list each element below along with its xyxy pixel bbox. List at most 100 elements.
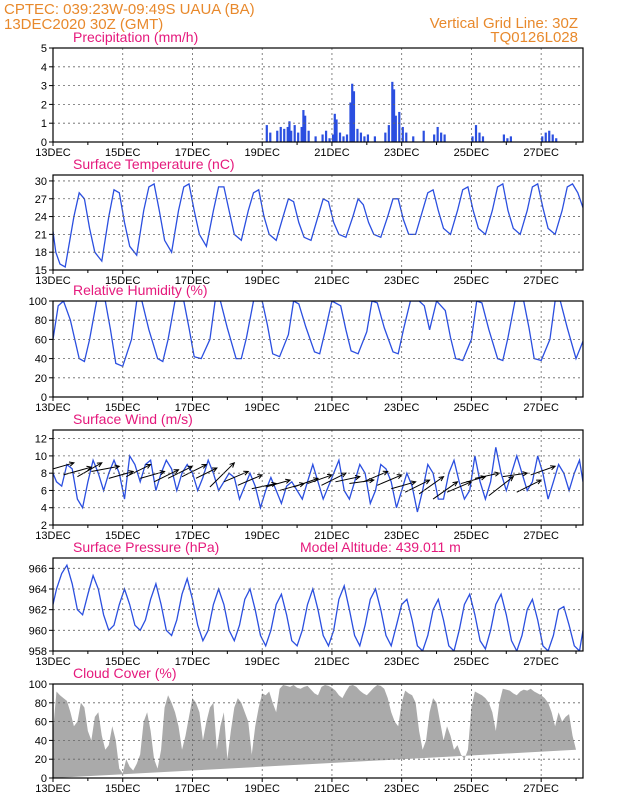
precip-bar <box>328 138 331 142</box>
y-tick-label: 958 <box>29 646 47 658</box>
y-tick-label: 6 <box>41 485 47 497</box>
precip-bar <box>286 126 289 142</box>
wind-vector <box>153 469 179 483</box>
precip-bar <box>363 136 366 142</box>
y-tick-label: 966 <box>29 563 47 575</box>
x-tick-label: 17DEC <box>175 656 211 668</box>
y-tick-label: 40 <box>35 354 47 366</box>
precip-bar <box>300 126 303 142</box>
x-tick-label: 15DEC <box>105 656 141 668</box>
precip-bar <box>544 132 547 142</box>
panel-1: Surface Temperature (nC) 15 18 21 24 27 30 13DE… <box>35 156 584 287</box>
y-tick-label: 2 <box>41 99 47 111</box>
precip-bar <box>394 115 397 142</box>
panel-title: Cloud Cover (%) <box>73 665 176 681</box>
x-tick-label: 25DEC <box>454 783 490 795</box>
precip-bar <box>506 138 509 142</box>
y-tick-label: 964 <box>29 584 47 596</box>
x-tick-label: 13DEC <box>35 656 71 668</box>
panel-data <box>265 81 558 142</box>
precip-bar <box>304 115 307 142</box>
y-tick-label: 80 <box>35 698 47 710</box>
y-tick-label: 100 <box>29 296 47 308</box>
y-tick-label: 0 <box>41 392 47 404</box>
panel-frame <box>52 47 584 143</box>
x-tick-label: 19DEC <box>244 147 280 159</box>
precip-bar <box>412 136 415 142</box>
wind-arrowhead <box>229 462 236 468</box>
wind-vector <box>237 474 263 486</box>
y-tick-label: 1 <box>41 118 47 130</box>
wind-vector <box>181 464 207 478</box>
precip-bar <box>352 91 356 142</box>
panel-5: Cloud Cover (%) 0 20 40 60 80 100 13DEC 15DEC 17D… <box>29 665 584 795</box>
x-tick-label: 27DEC <box>523 275 559 287</box>
x-tick-label: 17DEC <box>175 147 211 159</box>
wind-arrowhead <box>424 479 431 485</box>
y-tick-label: 18 <box>35 247 47 259</box>
wind-vector <box>307 474 333 485</box>
precip-bar <box>324 130 328 142</box>
precip-bar <box>478 132 481 142</box>
x-tick-label: 23DEC <box>384 656 420 668</box>
wind-vector <box>53 462 75 470</box>
panel-frame <box>52 174 584 271</box>
precip-bar <box>290 130 293 142</box>
x-tick-label: 21DEC <box>314 783 350 795</box>
wind-vector <box>140 470 165 479</box>
precip-bar <box>471 136 474 142</box>
x-tick-label: 13DEC <box>35 402 71 414</box>
wind-arrowhead <box>522 471 529 477</box>
panel-frame <box>52 300 584 398</box>
precip-bar <box>359 132 363 142</box>
wind-vector <box>108 470 134 479</box>
wind-arrowhead <box>257 474 264 480</box>
y-tick-label: 20 <box>35 754 47 766</box>
wind-arrowhead <box>452 481 459 487</box>
precip-bar <box>502 134 506 142</box>
wind-vector <box>126 464 151 478</box>
wind-arrowhead <box>354 474 361 481</box>
wind-vector <box>377 474 402 486</box>
y-tick-label: 12 <box>35 434 47 446</box>
precip-bar <box>333 113 336 142</box>
wind-vector <box>446 481 472 493</box>
x-tick-label: 25DEC <box>454 147 490 159</box>
x-tick-label: 21DEC <box>314 530 350 542</box>
x-tick-label: 23DEC <box>384 530 420 542</box>
x-tick-label: 27DEC <box>523 783 559 795</box>
y-tick-label: 2 <box>41 520 47 532</box>
y-tick-label: 60 <box>35 717 47 729</box>
wind-arrowhead <box>114 464 121 470</box>
wind-vector <box>91 465 120 472</box>
precip-bar <box>297 132 300 142</box>
x-tick-label: 13DEC <box>35 275 71 287</box>
series-line <box>53 182 583 269</box>
precip-bar <box>345 134 349 142</box>
precip-bar <box>283 128 286 142</box>
x-tick-label: 21DEC <box>314 656 350 668</box>
x-tick-label: 25DEC <box>454 656 490 668</box>
panel-title: Relative Humidity (%) <box>73 282 208 298</box>
panel-2: Relative Humidity (%) 0 20 40 60 80 100 13DEC 15… <box>29 282 584 414</box>
x-tick-label: 27DEC <box>523 530 559 542</box>
x-tick-label: 15DEC <box>105 783 141 795</box>
wind-arrowhead <box>508 475 515 482</box>
wind-vector <box>321 472 347 486</box>
precip-bar <box>548 130 551 142</box>
y-tick-label: 15 <box>35 265 47 277</box>
x-tick-label: 21DEC <box>314 402 350 414</box>
x-tick-label: 17DEC <box>175 783 211 795</box>
y-tick-label: 80 <box>35 315 47 327</box>
precip-bar <box>433 134 436 142</box>
precip-bar <box>436 126 439 142</box>
x-tick-label: 25DEC <box>454 402 490 414</box>
wind-arrowhead <box>243 470 250 476</box>
x-tick-label: 17DEC <box>175 530 211 542</box>
x-tick-label: 15DEC <box>105 275 141 287</box>
precip-bar <box>443 134 446 142</box>
precip-bar <box>509 136 512 142</box>
precip-bar <box>335 119 338 142</box>
precip-bar <box>551 134 554 142</box>
wind-arrowhead <box>145 464 152 469</box>
